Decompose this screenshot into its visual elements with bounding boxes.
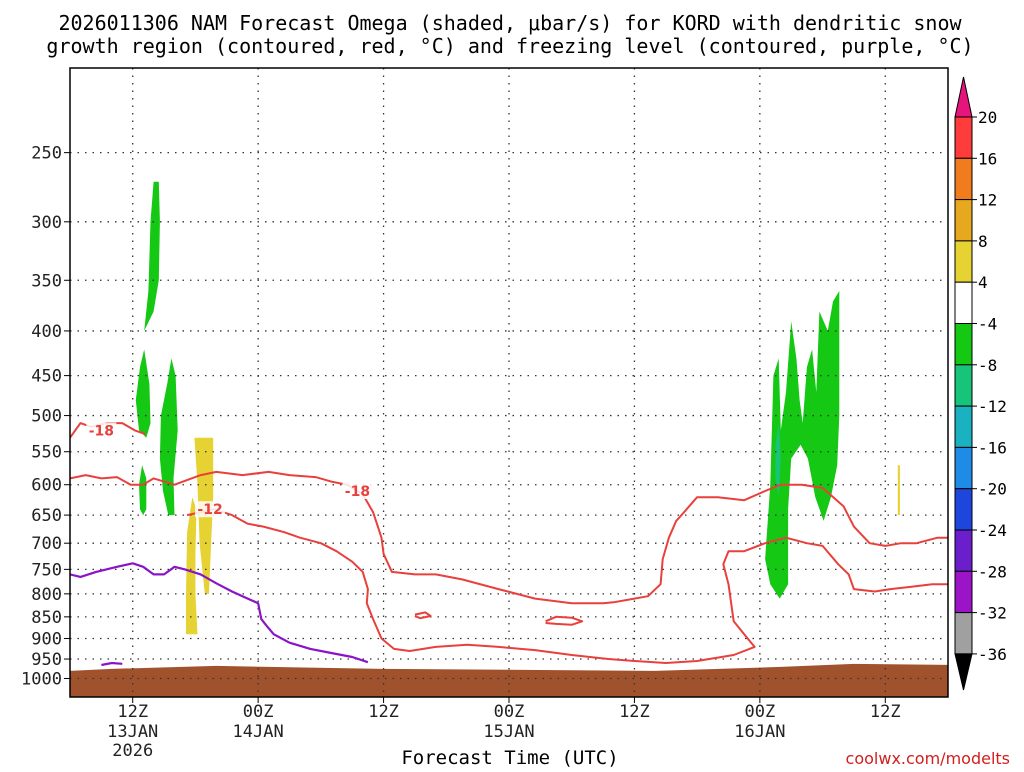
colorbar-tick-label: 16 (978, 149, 997, 168)
colorbar-tick-label: -28 (978, 562, 1007, 581)
x-tick-label: 14JAN (233, 722, 284, 742)
contour-label-bg (342, 482, 373, 499)
x-tick-label: 13JAN (107, 722, 158, 742)
colorbar-tick-label: -8 (978, 356, 997, 375)
y-tick-label: 300 (31, 213, 62, 233)
omega-region (765, 291, 840, 599)
dgz-contour (414, 611, 432, 620)
colorbar-tick-label: 4 (978, 273, 988, 292)
colorbar-bin (954, 364, 973, 407)
omega-region (897, 465, 900, 516)
omega-region (144, 181, 160, 331)
dgz-contour (545, 615, 584, 626)
x-tick-label: 12Z (368, 702, 399, 722)
colorbar-tick-label: -32 (978, 604, 1007, 623)
colorbar-over-arrow (954, 76, 973, 118)
y-tick-label: 600 (31, 476, 62, 496)
y-tick-label: 500 (31, 407, 62, 427)
contour-label: -12 (197, 502, 222, 518)
ground-layer (70, 663, 948, 697)
colorbar-bin (954, 240, 973, 283)
omega-region (775, 423, 781, 498)
freezing-level-line (70, 562, 369, 664)
contour-label-bg (86, 422, 117, 439)
x-tick-label: 00Z (243, 702, 274, 722)
y-tick-label: 850 (31, 608, 62, 628)
y-tick-label: 950 (31, 650, 62, 670)
colorbar-under-arrow (954, 653, 973, 691)
y-tick-label: 900 (31, 630, 62, 650)
credit-text: coolwx.com/modelts (846, 749, 1010, 768)
omega-region (139, 465, 147, 516)
colorbar-bin (954, 570, 973, 614)
y-axis: 2503003504004505005506006507007508008509… (21, 144, 70, 689)
colorbar-tick-label: 8 (978, 232, 988, 251)
colorbar-tick-label: 12 (978, 191, 997, 210)
colorbar-tick-label: -24 (978, 521, 1007, 540)
contour-label: -18 (345, 484, 370, 500)
dgz-contour (186, 508, 948, 664)
colorbar-bin (954, 116, 973, 159)
y-tick-label: 450 (31, 367, 62, 387)
omega-shading (135, 181, 900, 635)
freezing-level-line-fragment (101, 661, 123, 667)
colorbar-tick-label: -20 (978, 480, 1007, 499)
contour-label-bg (195, 501, 226, 518)
x-tick-label: 12Z (870, 702, 901, 722)
omega-region (186, 497, 198, 635)
x-tick-label: 12Z (619, 702, 650, 722)
colorbar-bin (954, 446, 973, 490)
colorbar-bin (954, 281, 973, 325)
colorbar-bin (954, 157, 973, 201)
colorbar-bin (954, 488, 973, 531)
colorbar-tick-label: -16 (978, 438, 1007, 457)
x-axis-label: Forecast Time (UTC) (401, 747, 618, 768)
ground-shading (70, 663, 948, 697)
grid-lines (70, 68, 948, 697)
x-tick-label: 00Z (494, 702, 525, 722)
chart-title-line2: growth region (contoured, red, °C) and f… (46, 34, 973, 58)
contour-label: -18 (89, 423, 114, 439)
plot-frame (69, 67, 949, 698)
colorbar-bin (954, 405, 973, 448)
colorbar-tick-label: 20 (978, 108, 997, 127)
colorbar: 20 16 12 8 4 -4 -8 -12 -16 -20 -24 -28 -32 -36 (954, 76, 1007, 691)
omega-region (135, 349, 151, 438)
y-tick-label: 750 (31, 560, 62, 580)
colorbar-bin (954, 323, 973, 366)
colorbar-bin (954, 199, 973, 242)
x-tick-label: 16JAN (734, 722, 785, 742)
y-tick-label: 250 (31, 144, 62, 164)
y-tick-label: 1000 (21, 669, 62, 689)
y-tick-label: 350 (31, 271, 62, 291)
omega-region (159, 358, 178, 516)
colorbar-tick-label: -4 (978, 315, 997, 334)
colorbar-tick-label: -36 (978, 645, 1007, 664)
dgz-contour (70, 470, 948, 605)
y-tick-label: 550 (31, 443, 62, 463)
x-tick-label: 2026 (112, 741, 153, 761)
y-tick-label: 700 (31, 534, 62, 554)
contours: -18 -18 -12 (70, 422, 948, 667)
x-tick-label: 00Z (744, 702, 775, 722)
x-tick-label: 15JAN (483, 722, 534, 742)
y-tick-label: 800 (31, 585, 62, 605)
y-tick-label: 650 (31, 506, 62, 526)
colorbar-tick-label: -12 (978, 397, 1007, 416)
x-tick-label: 12Z (117, 702, 148, 722)
colorbar-bin (954, 612, 973, 655)
colorbar-bin (954, 529, 973, 572)
y-tick-label: 400 (31, 322, 62, 342)
chart-title-line1: 2026011306 NAM Forecast Omega (shaded, μ… (58, 11, 962, 35)
